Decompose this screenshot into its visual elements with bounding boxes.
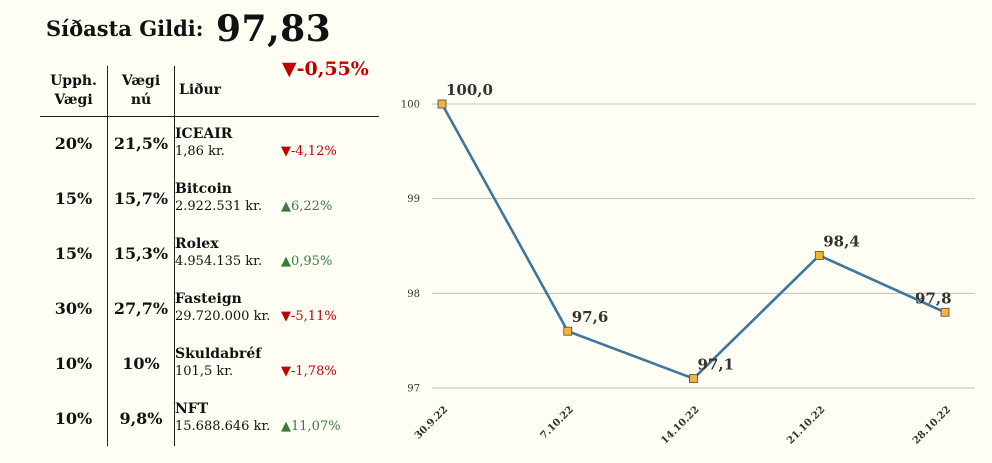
header-initial-weight: Upph. Vægi: [40, 66, 108, 117]
initial-weight: 15%: [54, 244, 93, 263]
item-price: 4.954.135 kr.: [175, 254, 263, 269]
data-label: 97,6: [572, 308, 609, 326]
initial-weight: 30%: [54, 299, 93, 318]
item-cell: NFT 15.688.646 kr. ▲11,07%: [174, 391, 379, 446]
item-name: Bitcoin: [175, 181, 232, 197]
current-weight: 10%: [107, 336, 175, 391]
x-tick-label: 28.10.22: [911, 404, 953, 446]
item-name: Fasteign: [175, 291, 242, 307]
data-point: [437, 99, 447, 109]
item-price: 101,5 kr.: [175, 364, 234, 379]
item-price: 15.688.646 kr.: [175, 419, 271, 434]
series-line: [440, 103, 946, 380]
item-cell: Fasteign 29.720.000 kr. ▼-5,11%: [174, 281, 379, 336]
item-name: NFT: [175, 401, 209, 417]
x-tick-label: 14.10.22: [659, 404, 701, 446]
current-weight: 15,3%: [107, 226, 175, 281]
data-point: [940, 307, 950, 317]
item-change: ▼-5,11%: [281, 309, 337, 324]
data-point: [814, 251, 824, 260]
data-point: [563, 326, 573, 336]
current-weight: 27,7%: [107, 281, 175, 336]
item-change: ▲6,22%: [281, 199, 333, 214]
y-tick-label: 100: [401, 100, 420, 111]
table-row: 15% 15,3% Rolex 4.954.135 kr. ▲0,95%: [40, 226, 379, 281]
last-value: 97,83: [216, 8, 332, 50]
current-weight: 21,5%: [107, 116, 175, 171]
initial-weight: 10%: [54, 354, 93, 373]
data-label: 97,8: [915, 289, 952, 307]
item-cell: Skuldabréf 101,5 kr. ▼-1,78%: [174, 336, 379, 391]
current-weight: 9,8%: [107, 391, 175, 446]
item-price: 1,86 kr.: [175, 144, 225, 160]
item-name: ICEAIR: [175, 126, 233, 143]
table-row: 30% 27,7% Fasteign 29.720.000 kr. ▼-5,11%: [40, 281, 379, 336]
item-change: ▲11,07%: [281, 419, 341, 434]
item-change: ▼-4,12%: [281, 144, 337, 160]
item-cell: Rolex 4.954.135 kr. ▲0,95%: [174, 226, 379, 281]
header-item: Liður: [174, 66, 379, 117]
table-header-row: Upph. Vægi Vægi nú Liður: [40, 66, 379, 117]
initial-weight: 20%: [54, 134, 93, 154]
current-weight: 15,7%: [107, 171, 175, 226]
item-price: 29.720.000 kr.: [175, 309, 271, 324]
table-row: 10% 9,8% NFT 15.688.646 kr. ▲11,07%: [40, 391, 379, 446]
y-tick-label: 98: [407, 289, 420, 300]
table-row: 20% 21,5% ICEAIR 1,86 kr. ▼-4,12%: [40, 116, 379, 171]
item-name: Skuldabréf: [175, 346, 262, 362]
data-point: [689, 374, 698, 383]
header-current-weight: Vægi nú: [107, 66, 175, 117]
item-name: Rolex: [175, 236, 219, 252]
item-change: ▼-1,78%: [281, 364, 337, 379]
table-row: 10% 10% Skuldabréf 101,5 kr. ▼-1,78%: [40, 336, 379, 391]
data-label: 98,4: [823, 232, 860, 250]
x-tick-label: 7.10.22: [539, 404, 576, 441]
y-tick-label: 99: [407, 194, 420, 205]
holdings-table: Upph. Vægi Vægi nú Liður 20% 21,5% ICEAIR …: [40, 66, 379, 446]
y-tick-label: 97: [407, 384, 420, 395]
x-tick-label: 21.10.22: [785, 404, 827, 446]
last-value-label: Síðasta Gildi:: [46, 16, 204, 41]
initial-weight: 15%: [54, 189, 93, 208]
x-tick-label: 30.9.22: [413, 404, 450, 441]
data-label: 100,0: [446, 81, 493, 99]
table-row: 15% 15,7% Bitcoin 2.922.531 kr. ▲6,22%: [40, 171, 379, 226]
initial-weight: 10%: [54, 409, 93, 428]
item-cell: ICEAIR 1,86 kr. ▼-4,12%: [174, 116, 379, 171]
data-label: 97,1: [698, 356, 735, 374]
item-price: 2.922.531 kr.: [175, 199, 263, 214]
item-cell: Bitcoin 2.922.531 kr. ▲6,22%: [174, 171, 379, 226]
index-line-chart: 97 98 99 100 100,0 97,6 97,1 98,4 97,8 30.9.22 7.1…: [401, 81, 975, 447]
item-change: ▲0,95%: [281, 254, 333, 269]
